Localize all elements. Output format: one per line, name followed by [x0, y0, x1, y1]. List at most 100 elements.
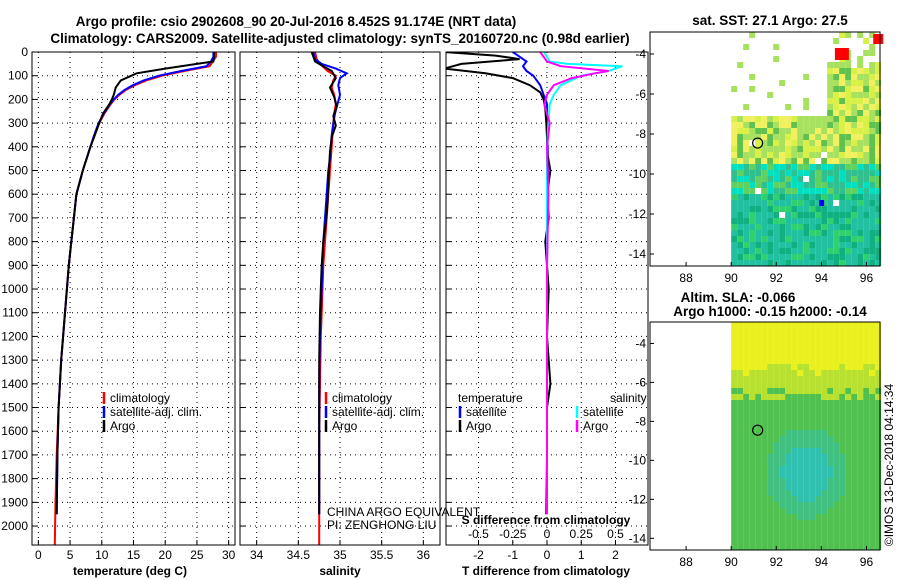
map-cell: [785, 484, 792, 490]
map-cell: [851, 230, 858, 236]
map-cell: [833, 448, 840, 454]
map-cell: [863, 382, 870, 388]
map-cell: [821, 200, 828, 206]
map-cell: [833, 406, 840, 412]
map-cell: [767, 230, 774, 236]
map-cell: [821, 526, 828, 532]
map-cell: [791, 412, 798, 418]
map-cell: [869, 218, 876, 224]
map-cell: [731, 520, 738, 526]
map-cell: [749, 134, 756, 140]
map-cell: [791, 430, 798, 436]
map-cell: [815, 532, 822, 538]
map-cell: [857, 86, 864, 92]
map-cell: [749, 242, 756, 248]
map-cell: [731, 254, 738, 260]
map-cell: [767, 200, 774, 206]
map-cell: [809, 520, 816, 526]
map-cell: [755, 544, 762, 550]
map-cell: [869, 212, 876, 218]
map-cell: [815, 116, 822, 122]
map-cell: [851, 200, 858, 206]
map-cell: [731, 376, 738, 382]
map-cell: [737, 418, 744, 424]
map-cell: [809, 188, 816, 194]
map-cell: [833, 382, 840, 388]
depth-tick-label: 2000: [1, 519, 28, 533]
map-cell: [839, 206, 846, 212]
map-cell: [851, 490, 858, 496]
map-cell: [863, 406, 870, 412]
map-cell: [731, 430, 738, 436]
map-cell: [767, 514, 774, 520]
map-cell: [743, 170, 750, 176]
map-cell: [797, 526, 804, 532]
map-cell: [851, 218, 858, 224]
map-cell: [731, 170, 738, 176]
map-cell: [803, 370, 810, 376]
map-cell: [731, 490, 738, 496]
map-cell: [785, 466, 792, 472]
map-cell: [869, 248, 876, 254]
map-cell: [803, 436, 810, 442]
float-position-marker: [752, 424, 764, 436]
map-cell: [809, 128, 816, 134]
depth-tick-label: 800: [8, 235, 28, 249]
map-cell: [755, 140, 762, 146]
map-cell: [827, 466, 834, 472]
map-cell: [797, 230, 804, 236]
map-cell: [851, 260, 858, 266]
map-cell: [839, 532, 846, 538]
map-cell: [839, 418, 846, 424]
map-cell: [791, 340, 798, 346]
map-cell: [845, 242, 852, 248]
map-cell: [791, 394, 798, 400]
map-cell: [869, 484, 876, 490]
map-cell: [845, 134, 852, 140]
map-cell: [731, 194, 738, 200]
map-cell: [791, 448, 798, 454]
map-cell: [851, 370, 858, 376]
map-cell: [737, 188, 744, 194]
map-cell: [833, 358, 840, 364]
map-x-tick-label: 94: [815, 555, 829, 569]
map-cell: [785, 194, 792, 200]
map-cell: [743, 484, 750, 490]
map-cell: [767, 352, 774, 358]
map-cell: [869, 134, 876, 140]
map-cell: [845, 364, 852, 370]
map-cell: [833, 526, 840, 532]
map-cell: [845, 62, 852, 68]
map-cell: [863, 520, 870, 526]
map-cell: [785, 242, 792, 248]
map-cell: [773, 56, 780, 62]
x-tick-label: 5: [67, 548, 74, 562]
map-cell: [797, 484, 804, 490]
map-cell: [863, 176, 870, 182]
map-cell: [851, 140, 858, 146]
map-cell: [839, 436, 846, 442]
map-cell: [845, 328, 852, 334]
map-cell: [791, 454, 798, 460]
map-cell: [797, 182, 804, 188]
map-cell: [815, 212, 822, 218]
map-cell: [869, 436, 876, 442]
map-cell: [821, 376, 828, 382]
map-cell: [845, 200, 852, 206]
map-cell: [791, 206, 798, 212]
depth-tick-label: 600: [8, 187, 28, 201]
map-cell: [869, 430, 876, 436]
map-cell: [785, 188, 792, 194]
map-cell: [797, 394, 804, 400]
map-cell: [863, 418, 870, 424]
map-cell: [779, 382, 786, 388]
map-cell: [779, 370, 786, 376]
map-cell: [851, 206, 858, 212]
map-cell: [839, 170, 846, 176]
map-cell: [761, 544, 768, 550]
map-cell: [779, 224, 786, 230]
map-cell: [761, 418, 768, 424]
map-cell: [779, 376, 786, 382]
map-cell: [809, 346, 816, 352]
map-cell: [743, 466, 750, 472]
